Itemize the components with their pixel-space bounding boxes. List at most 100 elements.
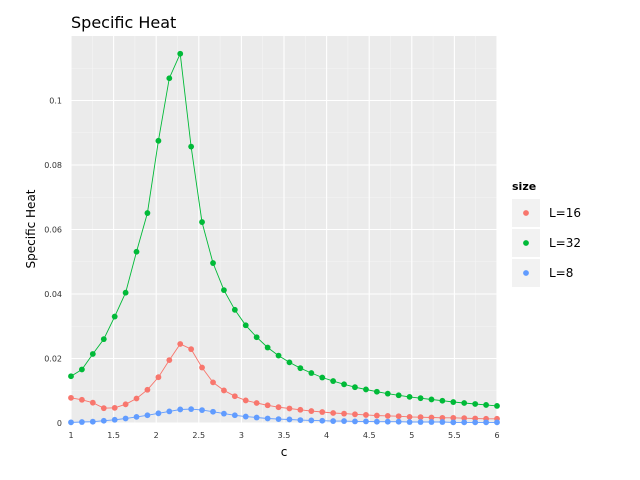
data-point [199,407,205,413]
data-point [373,418,380,425]
grid-major [70,36,498,424]
data-point [308,370,315,376]
data-point [297,417,304,423]
data-point [384,390,391,397]
series-line [70,408,497,423]
data-point [242,397,249,404]
y-tick-label: 0.1 [49,97,62,106]
data-point [253,334,260,341]
data-point [155,410,162,417]
legend-label: L=32 [549,236,581,250]
data-point [406,419,413,425]
data-point [406,413,413,420]
y-tick-label: 0.04 [44,290,62,299]
data-point [363,418,369,425]
data-point [68,419,74,426]
data-point [68,394,74,401]
data-point [483,419,489,426]
data-point [373,412,380,419]
chart-title: Specific Heat [71,13,176,32]
data-point [111,404,118,411]
legend-item: L=16 [512,199,581,227]
data-point [384,413,391,419]
data-point [264,344,271,351]
data-point [417,395,424,402]
data-point [450,419,457,426]
series-L=32 [68,50,500,409]
data-point [79,396,85,403]
legend-swatch [523,210,529,216]
data-point [210,260,216,266]
data-point [133,248,140,255]
series-layer [68,50,500,426]
legend-item: L=32 [512,229,581,257]
y-tick-label: 0.08 [44,161,62,170]
legend-title: size [512,180,536,193]
data-point [221,410,227,417]
data-point [177,50,184,57]
data-point [275,416,282,423]
data-point [133,395,140,402]
x-axis-title: c [281,445,288,459]
data-point [68,373,74,380]
data-point [330,378,337,384]
data-point [111,416,118,423]
data-point [188,406,195,413]
data-point [439,414,446,421]
series-line [70,343,497,420]
data-point [177,406,184,413]
data-point [439,397,446,404]
data-point [297,406,304,413]
data-point [308,408,315,414]
data-point [89,351,96,357]
legend-item: L=8 [512,259,573,287]
data-point [177,341,184,347]
y-axis-ticks: 0 0.02 0.04 0.06 0.08 0.1 [44,97,62,429]
y-tick-label: 0.02 [44,355,62,364]
data-point [100,336,107,343]
data-point [155,137,162,144]
legend: size L=16 L=32 L=8 [512,180,581,287]
x-tick-label: 4 [324,431,329,440]
data-point [275,352,282,359]
data-point [242,322,249,329]
data-point [483,402,489,408]
data-point [210,408,216,415]
x-tick-label: 4.5 [363,431,376,440]
data-point [231,393,238,400]
legend-label: L=8 [549,266,573,280]
data-point [352,384,358,391]
data-point [352,411,358,418]
data-point [166,75,173,82]
data-point [341,410,347,417]
data-point [155,374,162,381]
data-point [100,405,107,412]
data-point [384,418,391,425]
data-point [428,414,435,421]
legend-swatch [523,270,529,276]
series-L=8 [68,406,500,426]
data-point [450,399,457,405]
data-point [100,417,107,424]
data-point [395,418,402,425]
data-point [406,393,413,400]
data-point [166,408,173,415]
y-axis-title: Specific Heat [24,189,38,268]
data-point [395,413,402,420]
data-point [450,414,457,421]
data-point [395,392,402,399]
data-point [428,419,435,425]
data-point [494,419,500,426]
data-point [330,410,337,416]
data-point [308,417,315,424]
data-point [199,219,205,225]
legend-swatch [523,240,529,246]
data-point [122,401,129,408]
x-tick-label: 6 [494,431,499,440]
data-point [373,388,380,395]
data-point [242,413,249,420]
data-point [417,414,424,421]
data-point [133,413,140,420]
data-point [319,409,326,415]
